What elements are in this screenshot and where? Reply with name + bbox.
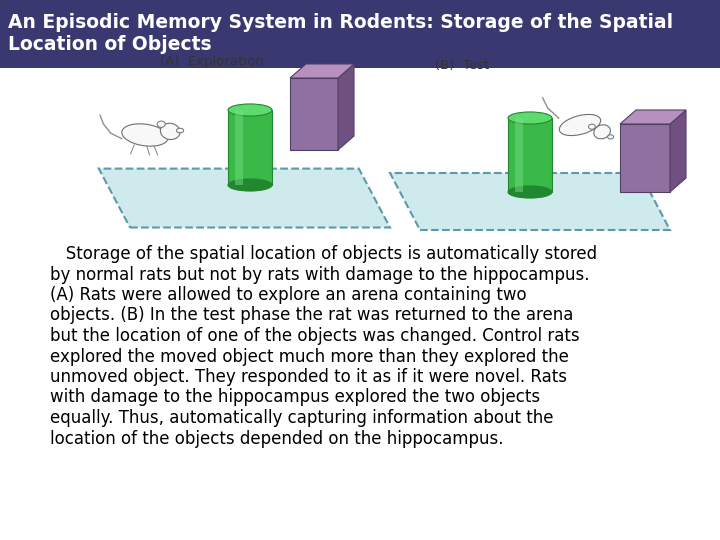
Text: Location of Objects: Location of Objects: [8, 36, 212, 55]
Ellipse shape: [228, 179, 272, 191]
Text: Storage of the spatial location of objects is automatically stored: Storage of the spatial location of objec…: [50, 245, 597, 263]
Ellipse shape: [157, 121, 166, 127]
Polygon shape: [390, 173, 670, 230]
Ellipse shape: [122, 124, 168, 146]
Text: with damage to the hippocampus explored the two objects: with damage to the hippocampus explored …: [50, 388, 540, 407]
Ellipse shape: [608, 135, 613, 139]
Polygon shape: [99, 168, 390, 227]
Text: by normal rats but not by rats with damage to the hippocampus.: by normal rats but not by rats with dama…: [50, 266, 590, 284]
Polygon shape: [290, 78, 338, 150]
Ellipse shape: [559, 114, 600, 136]
Text: explored the moved object much more than they explored the: explored the moved object much more than…: [50, 348, 569, 366]
Polygon shape: [508, 118, 552, 192]
Text: location of the objects depended on the hippocampus.: location of the objects depended on the …: [50, 429, 503, 448]
Polygon shape: [290, 64, 354, 78]
Polygon shape: [338, 64, 354, 150]
Ellipse shape: [508, 186, 552, 198]
Ellipse shape: [161, 123, 180, 139]
Ellipse shape: [594, 125, 611, 139]
Polygon shape: [620, 124, 670, 192]
Polygon shape: [228, 110, 272, 185]
Text: but the location of one of the objects was changed. Control rats: but the location of one of the objects w…: [50, 327, 580, 345]
Text: equally. Thus, automatically capturing information about the: equally. Thus, automatically capturing i…: [50, 409, 554, 427]
Polygon shape: [235, 110, 243, 185]
Ellipse shape: [588, 124, 595, 129]
Ellipse shape: [228, 104, 272, 116]
Text: (A) Rats were allowed to explore an arena containing two: (A) Rats were allowed to explore an aren…: [50, 286, 526, 304]
Text: (A)  Exploration: (A) Exploration: [160, 55, 264, 68]
Text: unmoved object. They responded to it as if it were novel. Rats: unmoved object. They responded to it as …: [50, 368, 567, 386]
Text: (B)  Test: (B) Test: [435, 59, 489, 72]
Text: objects. (B) In the test phase the rat was returned to the arena: objects. (B) In the test phase the rat w…: [50, 307, 573, 325]
Ellipse shape: [176, 128, 184, 133]
Polygon shape: [670, 110, 686, 192]
Text: An Episodic Memory System in Rodents: Storage of the Spatial: An Episodic Memory System in Rodents: St…: [8, 14, 673, 32]
Ellipse shape: [508, 112, 552, 124]
Polygon shape: [0, 0, 720, 68]
Polygon shape: [515, 118, 523, 192]
Polygon shape: [620, 110, 686, 124]
